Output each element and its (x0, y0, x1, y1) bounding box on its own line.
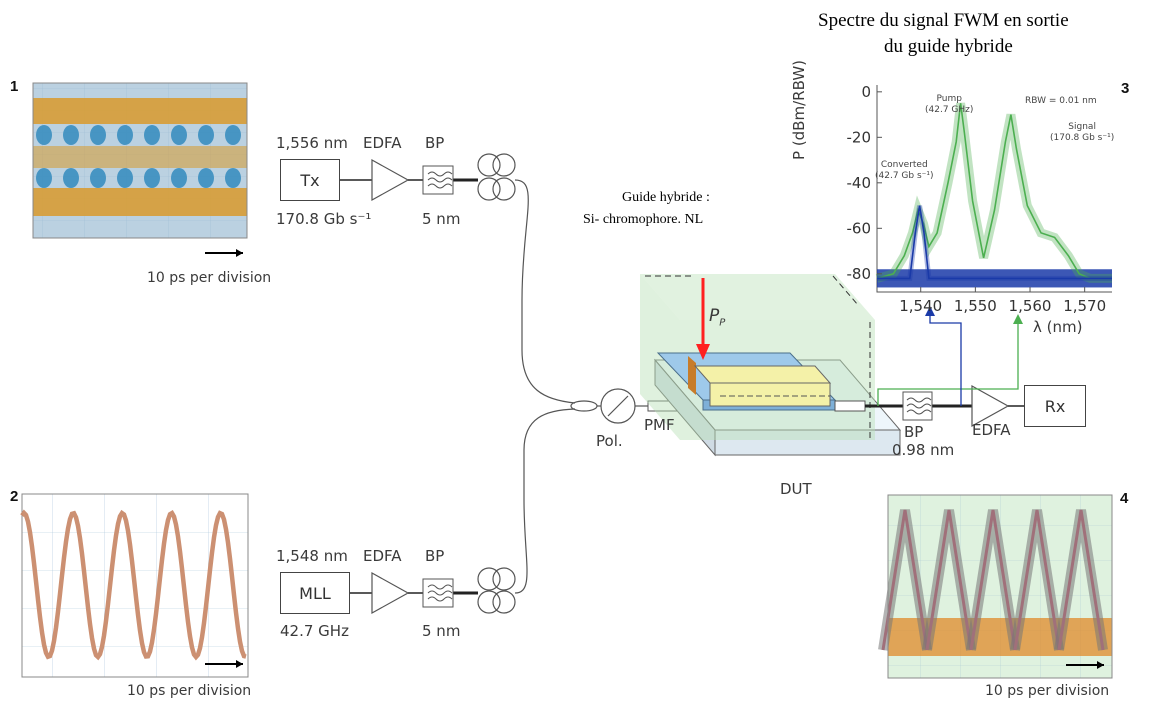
edfa-amplifier-icon-top (371, 158, 410, 202)
ytick-label: -80 (847, 265, 872, 283)
bottom-rate: 42.7 GHz (280, 622, 349, 640)
ytick-label: -60 (847, 219, 872, 237)
ytick-label: -40 (847, 174, 872, 192)
top-wavelength: 1,556 nm (276, 134, 348, 152)
xtick-label: 1,550 (954, 297, 997, 315)
bottom-edfa-label: EDFA (363, 547, 402, 565)
annot-pump: Pump (42.7 GHz) (925, 94, 974, 115)
xtick-label: 1,570 (1063, 297, 1106, 315)
panel-number-3: 3 (1121, 80, 1130, 97)
panel2-caption: 10 ps per division (127, 683, 252, 699)
annot-signal: Signal (170.8 Gb s⁻¹) (1050, 122, 1115, 143)
panel4-caption: 10 ps per division (985, 683, 1110, 699)
dut-label: DUT (780, 480, 812, 498)
spectrum-series-0 (876, 103, 1112, 280)
spectrum-title-line2: du guide hybride (884, 36, 1013, 57)
mll-trace-2 (20, 493, 249, 678)
edfa-amplifier-icon-bottom (371, 571, 410, 615)
top-rate: 170.8 Gb s⁻¹ (276, 210, 372, 228)
mll-box: MLL (280, 572, 350, 614)
fiber-loop-icon-bottom (477, 567, 516, 614)
panel-number-1: 1 (10, 78, 19, 95)
guide-label-line1: Guide hybride : (622, 190, 710, 205)
top-bp-label: BP (425, 134, 445, 152)
bottom-wavelength: 1,548 nm (276, 547, 348, 565)
xtick-label: 1,540 (899, 297, 942, 315)
rx-edfa-label: EDFA (972, 421, 1011, 439)
rx-bp-width: 0.98 nm (892, 441, 955, 459)
eye-diagram-4 (878, 494, 1113, 679)
ytick-label: 0 (861, 83, 871, 101)
bottom-bp-label: BP (425, 547, 445, 565)
annot-rbw: RBW = 0.01 nm (1025, 96, 1097, 106)
dut-device (640, 274, 902, 457)
panel-number-2: 2 (10, 488, 19, 505)
bottom-bp-width: 5 nm (422, 622, 461, 640)
ytick-label: -20 (847, 128, 872, 146)
pmf-label: PMF (644, 416, 675, 434)
xtick-label: 1,560 (1009, 297, 1052, 315)
spectrum-xlabel: λ (nm) (1033, 318, 1083, 336)
top-bp-width: 5 nm (422, 210, 461, 228)
edfa-amplifier-icon-rx (971, 384, 1010, 428)
rx-box: Rx (1024, 385, 1086, 427)
panel-number-4: 4 (1120, 490, 1129, 507)
spectrum-title-line1: Spectre du signal FWM en sortie (818, 10, 1069, 31)
guide-label-line2: Si- chromophore. NL (583, 212, 704, 227)
bp-filter-icon-bottom (422, 578, 454, 608)
spectrum-chart: 0 -20 -40 -60 -80 1,540 1,550 1,560 1,570 (847, 83, 1112, 315)
top-edfa-label: EDFA (363, 134, 402, 152)
eye-diagram-1 (32, 82, 248, 257)
panel1-caption: 10 ps per division (147, 270, 272, 286)
annot-converted: Converted (42.7 Gb s⁻¹) (875, 160, 934, 181)
tx-box: Tx (280, 159, 340, 201)
pol-label: Pol. (596, 432, 623, 450)
bp-filter-icon-rx (902, 391, 933, 421)
pump-power-label: PP (709, 306, 726, 329)
bp-filter-icon-top (422, 165, 454, 195)
spectrum-series-1 (877, 205, 1112, 280)
spectrum-axes (876, 85, 1112, 293)
fiber-loop-icon-top (477, 153, 516, 201)
coupler-icon (570, 400, 598, 412)
spectrum-ylabel: P (dBm/RBW) (790, 59, 808, 160)
rx-bp-label: BP (904, 423, 924, 441)
